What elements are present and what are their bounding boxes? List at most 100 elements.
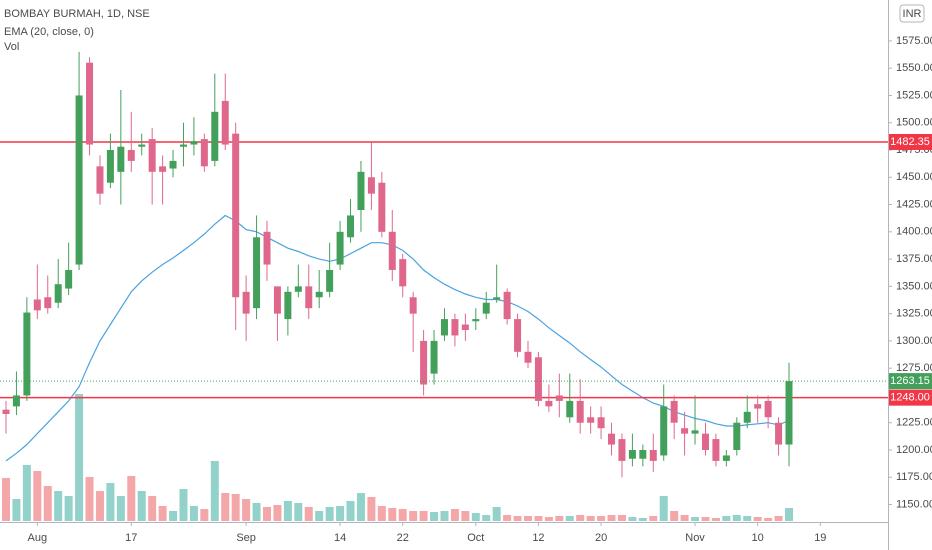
volume-bar xyxy=(670,511,679,521)
candle-body xyxy=(315,291,323,298)
volume-bar xyxy=(722,516,731,521)
candle-body xyxy=(503,291,511,320)
volume-bar xyxy=(158,506,167,521)
candle-body xyxy=(420,340,428,385)
candle-body xyxy=(12,395,20,407)
x-tick-label: 14 xyxy=(334,532,346,544)
volume-bar xyxy=(325,507,334,521)
volume-bar xyxy=(461,511,470,521)
volume-bar xyxy=(356,493,365,521)
volume-bar xyxy=(283,501,292,521)
candle-body xyxy=(775,422,783,445)
volume-bar xyxy=(116,496,125,521)
volume-bar xyxy=(398,509,407,521)
candle-body xyxy=(159,166,167,172)
candle-body xyxy=(451,319,459,336)
volume-bar xyxy=(597,516,606,521)
candle-body xyxy=(378,182,386,232)
y-tick-label: 1325.00 xyxy=(896,308,932,320)
hline-badge xyxy=(889,133,932,150)
candle-body xyxy=(587,417,595,423)
candle-body xyxy=(399,259,407,287)
x-tick-label: 10 xyxy=(752,532,764,544)
volume-bar xyxy=(638,518,647,521)
candle-body xyxy=(33,299,41,311)
volume-bar xyxy=(148,496,157,521)
candle-body xyxy=(524,351,532,363)
volume-bar xyxy=(607,515,616,521)
volume-bar xyxy=(555,516,564,521)
candle-body xyxy=(482,302,490,314)
candle-body xyxy=(701,433,709,450)
volume-bar xyxy=(33,471,42,521)
candle-body xyxy=(628,450,636,459)
volume-bar xyxy=(576,515,585,521)
candle-body xyxy=(96,166,104,194)
currency-badge[interactable] xyxy=(899,4,925,23)
volume-bar xyxy=(263,507,271,521)
candle-body xyxy=(336,231,344,265)
volume-bar xyxy=(388,508,397,521)
x-tick-label: Sep xyxy=(236,532,256,544)
y-tick-label: 1275.00 xyxy=(896,362,932,374)
candle-body xyxy=(430,340,438,374)
candle-body xyxy=(221,100,229,145)
volume-bar xyxy=(409,511,418,521)
volume-bar xyxy=(315,511,324,521)
volume-bar xyxy=(743,516,752,521)
volume-bar xyxy=(304,507,313,521)
candle-body xyxy=(660,406,668,456)
volume-bar xyxy=(377,506,386,521)
legend-ema: EMA (20, close, 0) xyxy=(4,26,94,38)
y-tick-label: 1175.00 xyxy=(896,471,932,483)
y-tick-label: 1350.00 xyxy=(896,280,932,292)
volume-bar xyxy=(503,515,512,521)
volume-bar xyxy=(64,496,73,521)
volume-bar xyxy=(127,476,136,521)
volume-bar xyxy=(294,503,303,521)
hline-badge xyxy=(889,389,932,406)
candle-body xyxy=(367,177,375,194)
volume-bar xyxy=(2,478,10,521)
volume-bar xyxy=(346,501,355,521)
volume-bar xyxy=(617,515,626,521)
volume-bar xyxy=(544,517,553,521)
volume-bar xyxy=(680,515,689,521)
ema-line xyxy=(5,214,790,462)
candle-body xyxy=(618,439,626,461)
candle-body xyxy=(106,150,114,183)
volume-bar xyxy=(43,486,52,521)
volume-bar xyxy=(75,394,84,521)
currency-label[interactable]: INR xyxy=(903,8,922,20)
y-tick-label: 1550.00 xyxy=(896,62,932,74)
y-tick-label: 1575.00 xyxy=(896,35,932,47)
candle-body xyxy=(514,319,522,352)
candle-body xyxy=(493,297,501,300)
volume-bar xyxy=(231,494,240,521)
volume-bar xyxy=(200,509,209,521)
candle-body xyxy=(733,422,741,450)
candle-body xyxy=(294,286,302,292)
y-tick-label: 1400.00 xyxy=(896,226,932,238)
y-tick-label: 1525.00 xyxy=(896,89,932,101)
x-tick-label: 17 xyxy=(125,532,137,544)
x-tick-label: Nov xyxy=(685,532,705,544)
volume-bar xyxy=(764,518,773,521)
candle-body xyxy=(555,395,563,401)
candle-body xyxy=(273,286,281,314)
y-tick-label: 1200.00 xyxy=(896,444,932,456)
candle-body xyxy=(347,215,355,238)
volume-bar xyxy=(701,517,710,521)
volume-bar xyxy=(179,489,188,521)
candle-body xyxy=(86,62,94,145)
volume-bar xyxy=(95,491,104,521)
x-tick-label: Aug xyxy=(28,532,48,544)
y-tick-label: 1300.00 xyxy=(896,335,932,347)
y-tick-label: 1425.00 xyxy=(896,198,932,210)
x-tick-label: 22 xyxy=(397,532,409,544)
candle-body xyxy=(253,237,261,309)
candle-body xyxy=(754,404,762,409)
last-price-label: 1263.15 xyxy=(890,375,930,387)
candle-body xyxy=(305,286,313,309)
